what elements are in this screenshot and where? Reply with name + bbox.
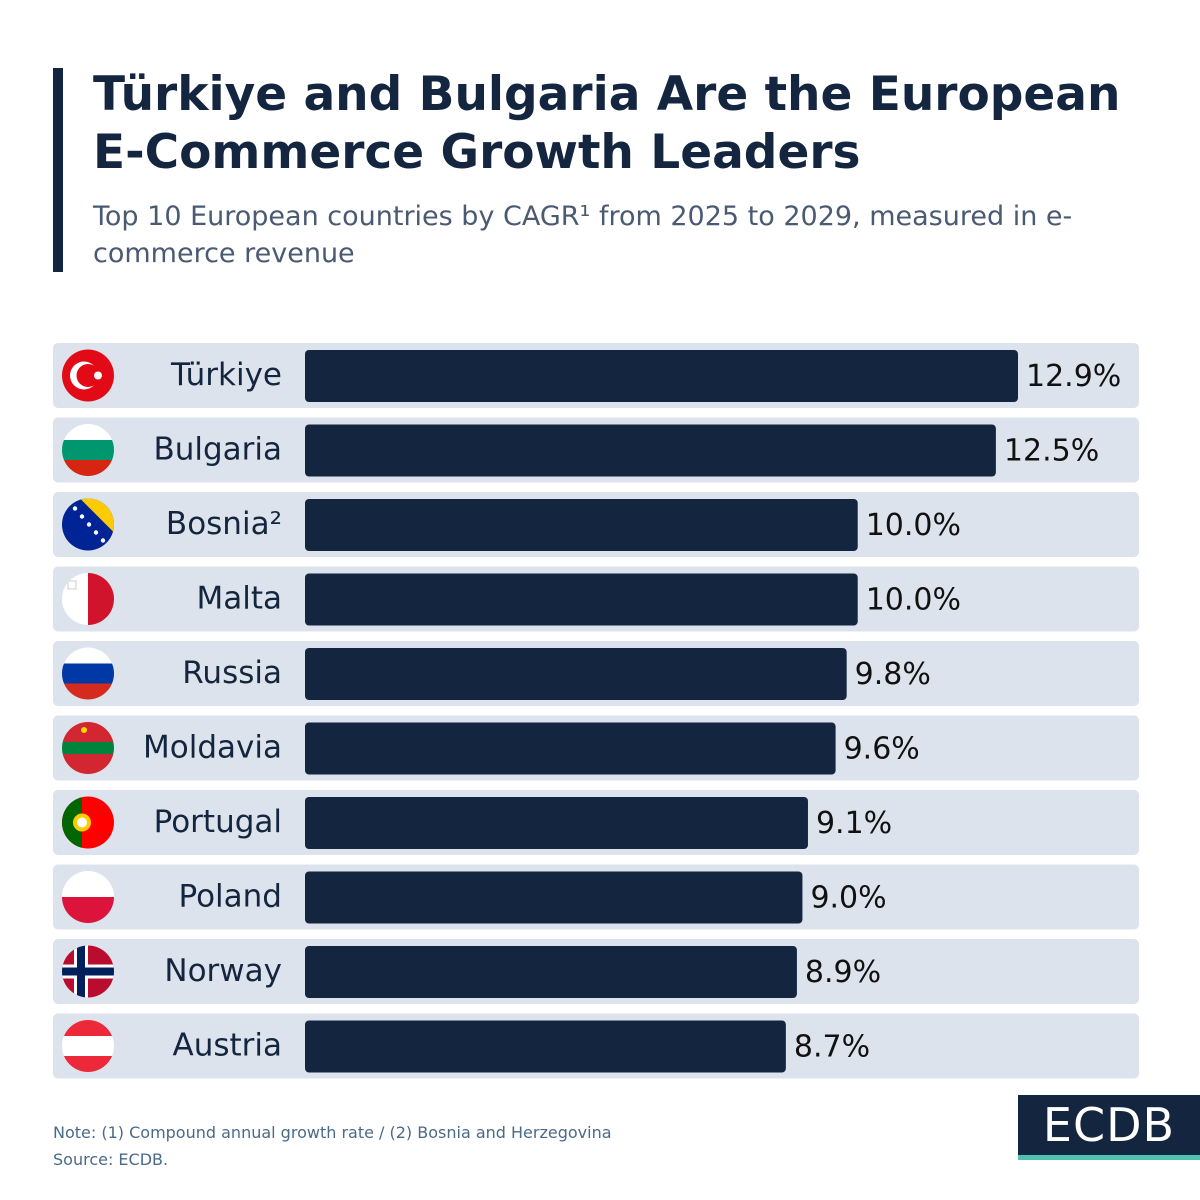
accent-bar (53, 68, 63, 272)
f (62, 1036, 114, 1056)
chart: Türkiye 12.9% Bulgaria 12.5% Bosnia² 10.0% Mal… (53, 343, 1139, 1079)
subtitle: Top 10 European countries by CAGR¹ from … (93, 201, 1073, 269)
f (100, 538, 106, 543)
f (76, 364, 100, 387)
bar (305, 350, 1018, 402)
flag (62, 424, 114, 476)
category-label: Bulgaria (153, 432, 282, 468)
value-label: 9.1% (816, 806, 892, 841)
category-label: Malta (196, 581, 282, 617)
bar (305, 871, 803, 924)
category-label: Austria (172, 1028, 282, 1064)
f (79, 514, 85, 519)
flag (62, 796, 114, 849)
f (86, 522, 92, 527)
f (62, 424, 114, 440)
f (62, 754, 114, 774)
category-label: Russia (182, 655, 282, 691)
f (81, 727, 87, 733)
value-label: 9.0% (810, 881, 886, 916)
f (62, 1056, 114, 1072)
f (62, 796, 82, 849)
f (93, 530, 99, 535)
value-label: 9.6% (844, 732, 920, 767)
f (62, 663, 114, 684)
f (62, 440, 114, 460)
category-label: Türkiye (170, 357, 282, 393)
category-label: Norway (164, 953, 282, 989)
flag (62, 722, 114, 774)
f (62, 742, 114, 754)
note: Note: (1) Compound annual growth rate / … (53, 1123, 612, 1142)
f (62, 683, 114, 700)
value-label: 8.9% (805, 955, 881, 990)
value-label: 10.0% (866, 508, 961, 543)
f (62, 460, 114, 476)
category-label: Poland (179, 879, 283, 915)
bar (305, 648, 847, 700)
f (67, 580, 77, 590)
f (62, 967, 114, 976)
f (94, 371, 102, 380)
bar (305, 424, 996, 477)
bar (305, 1020, 786, 1073)
f (62, 722, 114, 742)
logo: ECDB (1018, 1095, 1200, 1160)
flag (62, 647, 114, 700)
f (72, 506, 78, 511)
bar (305, 946, 797, 998)
flag (62, 498, 114, 551)
bar (305, 499, 858, 551)
flag (62, 945, 114, 998)
source: Source: ECDB. (53, 1150, 169, 1169)
f (77, 817, 87, 828)
title: Türkiye and Bulgaria Are the European E-… (93, 67, 1121, 180)
bar (305, 722, 836, 775)
flag (62, 349, 114, 402)
category-label: Portugal (154, 804, 282, 840)
bar (305, 573, 858, 626)
f (62, 1020, 114, 1036)
f (62, 647, 114, 664)
category-label: Bosnia² (166, 506, 282, 542)
value-label: 8.7% (794, 1030, 870, 1065)
category-label: Moldavia (143, 730, 282, 766)
bar (305, 797, 808, 849)
value-label: 10.0% (866, 583, 961, 618)
value-label: 9.8% (855, 657, 931, 692)
value-label: 12.5% (1004, 434, 1099, 469)
flag (62, 1020, 114, 1072)
value-label: 12.9% (1026, 359, 1121, 394)
